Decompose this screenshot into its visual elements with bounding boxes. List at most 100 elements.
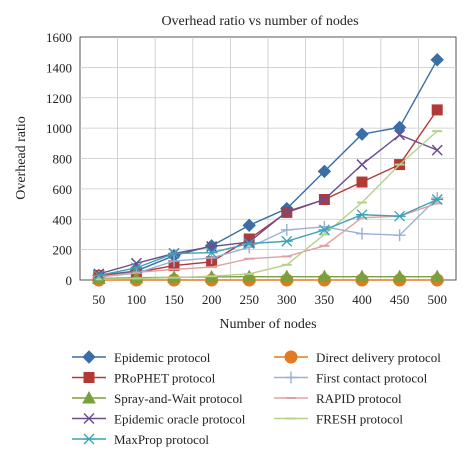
data-point [431, 104, 443, 116]
data-point [394, 129, 406, 141]
data-point [393, 210, 406, 222]
data-point [356, 159, 368, 171]
legend-label: MaxProp protocol [114, 432, 209, 447]
data-point [355, 269, 369, 283]
data-point [356, 227, 368, 240]
data-point [243, 238, 256, 250]
data-point [129, 270, 144, 284]
x-tick-label: 400 [352, 292, 372, 307]
y-tick-label: 800 [53, 152, 73, 167]
data-point [431, 144, 443, 156]
series-maxprop-protocol [92, 194, 444, 281]
data-point [430, 53, 444, 67]
data-point [205, 247, 218, 259]
legend-item: Epidemic oracle protocol [72, 412, 246, 427]
x-tick-label: 100 [127, 292, 147, 307]
data-point [92, 269, 105, 281]
x-axis-label: Number of nodes [219, 317, 316, 332]
legend-marker [284, 350, 298, 364]
legend-label: PRoPHET protocol [114, 371, 216, 386]
x-tick-label: 500 [427, 292, 447, 307]
data-point [318, 220, 331, 233]
legend-label: Direct delivery protocol [316, 350, 441, 365]
legend-item: RAPID protocol [274, 391, 402, 406]
data-point [430, 269, 445, 283]
legend-item: Spray-and-Wait protocol [72, 390, 243, 406]
series-line [98, 130, 438, 280]
x-tick-label: 300 [277, 292, 297, 307]
chart-title: Overhead ratio vs number of nodes [161, 14, 358, 29]
series-line [98, 197, 438, 278]
legend: Epidemic protocol Direct delivery protoco… [72, 350, 441, 447]
legend-marker [285, 371, 297, 384]
legend-label: RAPID protocol [316, 391, 402, 406]
data-point [392, 269, 407, 283]
legend-label: Epidemic oracle protocol [114, 412, 246, 427]
data-point [318, 224, 331, 236]
data-point [431, 191, 444, 204]
x-tick-label: 450 [390, 292, 410, 307]
series-line [98, 198, 438, 277]
data-point [130, 262, 143, 274]
grid [80, 37, 456, 280]
x-tick-label: 250 [239, 292, 259, 307]
legend-label: First contact protocol [316, 371, 428, 386]
x-tick-label: 200 [202, 292, 222, 307]
legend-marker [83, 433, 95, 445]
series-fresh-protocol [93, 130, 443, 281]
legend-item: FRESH protocol [274, 412, 403, 427]
data-point [356, 176, 368, 188]
y-tick-label: 1000 [46, 121, 72, 136]
y-tick-label: 1400 [46, 60, 72, 75]
data-point [168, 247, 180, 259]
legend-marker [82, 350, 96, 364]
data-point [393, 229, 406, 242]
data-point [431, 194, 444, 205]
y-tick-label: 1200 [46, 91, 72, 106]
series-line [98, 109, 438, 277]
data-point [281, 206, 293, 218]
data-point [355, 127, 369, 141]
x-axis-ticks: 50 100 150 200 250 300 350 400 450 500 [92, 292, 447, 307]
legend-label: Epidemic protocol [114, 350, 211, 365]
data-point [242, 218, 256, 233]
data-point [317, 269, 332, 283]
y-tick-label: 0 [66, 273, 73, 288]
data-point [356, 209, 368, 221]
x-tick-label: 350 [315, 292, 335, 307]
data-point [280, 223, 293, 236]
legend-label: FRESH protocol [316, 412, 403, 427]
legend-marker [83, 372, 95, 383]
data-point [317, 164, 332, 179]
y-axis-ticks: 0 200 400 600 800 1000 1200 1400 1600 [46, 30, 72, 288]
y-tick-label: 1600 [46, 30, 72, 45]
data-point [279, 269, 294, 283]
legend-item: PRoPHET protocol [72, 371, 216, 386]
legend-marker [82, 390, 96, 404]
data-point [168, 255, 180, 268]
y-tick-label: 600 [53, 182, 73, 197]
y-axis-label: Overhead ratio [14, 116, 29, 200]
data-point [205, 251, 218, 264]
series-group [91, 53, 445, 287]
data-point [318, 193, 330, 206]
series-line [98, 134, 438, 275]
legend-item: First contact protocol [274, 371, 428, 386]
data-point [392, 120, 407, 135]
data-point [243, 236, 255, 248]
series-line [98, 202, 438, 278]
legend-item: Epidemic protocol [72, 350, 211, 365]
data-point [93, 268, 105, 280]
data-point [242, 269, 257, 283]
y-tick-label: 400 [53, 212, 73, 227]
x-tick-label: 50 [92, 292, 105, 307]
y-tick-label: 200 [53, 243, 73, 258]
series-line [98, 59, 438, 277]
legend-label: Spray-and-Wait protocol [114, 391, 243, 406]
legend-item: MaxProp protocol [72, 432, 209, 447]
x-tick-label: 150 [164, 292, 184, 307]
legend-item: Direct delivery protocol [274, 350, 441, 365]
data-point [280, 235, 293, 247]
legend-marker [83, 412, 95, 425]
